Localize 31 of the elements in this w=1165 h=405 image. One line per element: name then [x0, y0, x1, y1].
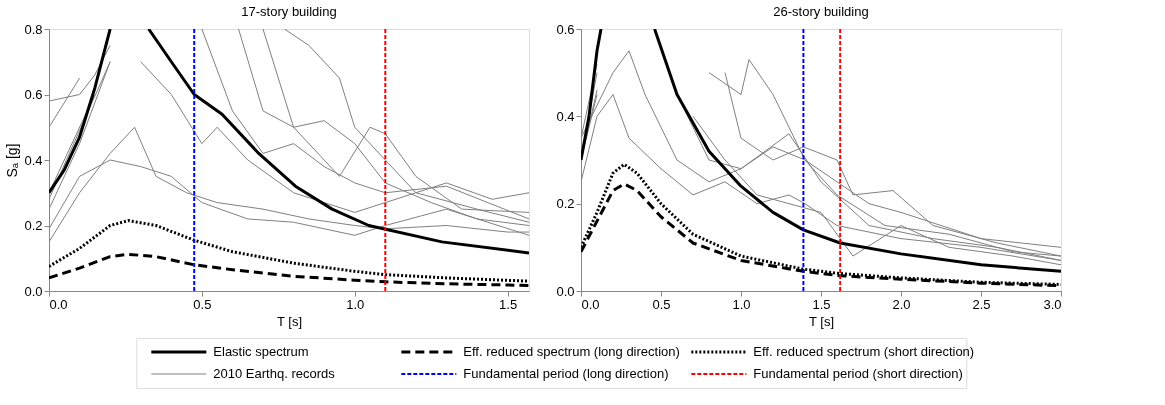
y-tick-label: 0.0	[556, 283, 575, 299]
x-tick-label: 3.0	[1043, 296, 1062, 312]
x-tick-label: 1.0	[732, 296, 751, 312]
x-tick-label: 0.5	[652, 296, 671, 312]
y-tick-label: 0.0	[24, 283, 43, 299]
x-axis-title: T [s]	[276, 313, 303, 329]
y-tick-label: 0.4	[556, 108, 575, 124]
y-tick-label: 0.2	[556, 196, 575, 212]
chart-title: 26-story building	[773, 4, 869, 19]
legend-label: Elastic spectrum	[213, 344, 309, 359]
x-tick-label: 1.5	[812, 296, 831, 312]
y-tick-label: 0.6	[24, 87, 43, 102]
x-tick-label: 0.5	[193, 296, 212, 312]
legend-label: 2010 Earthq. records	[213, 366, 336, 381]
legend-label: Fundamental period (long direction)	[463, 366, 669, 381]
x-axis-title: T [s]	[808, 313, 835, 329]
x-tick-label: 1.5	[499, 296, 518, 312]
y-tick-label: 0.8	[24, 21, 43, 37]
y-tick-label: 0.6	[556, 21, 575, 37]
x-tick-label: 2.0	[892, 296, 911, 312]
legend-label: Eff. reduced spectrum (short direction)	[753, 344, 975, 359]
legend-label: Fundamental period (short direction)	[753, 366, 963, 381]
x-tick-label: 0.0	[581, 296, 600, 312]
x-tick-label: 0.0	[49, 296, 68, 312]
y-axis-title: Sₐ [g]	[4, 143, 21, 178]
y-tick-label: 0.4	[24, 152, 43, 168]
chart-title: 17-story building	[241, 4, 337, 19]
x-tick-label: 2.5	[972, 296, 991, 312]
x-tick-label: 1.0	[346, 296, 365, 312]
y-tick-label: 0.2	[24, 218, 43, 233]
legend-label: Eff. reduced spectrum (long direction)	[463, 344, 680, 359]
